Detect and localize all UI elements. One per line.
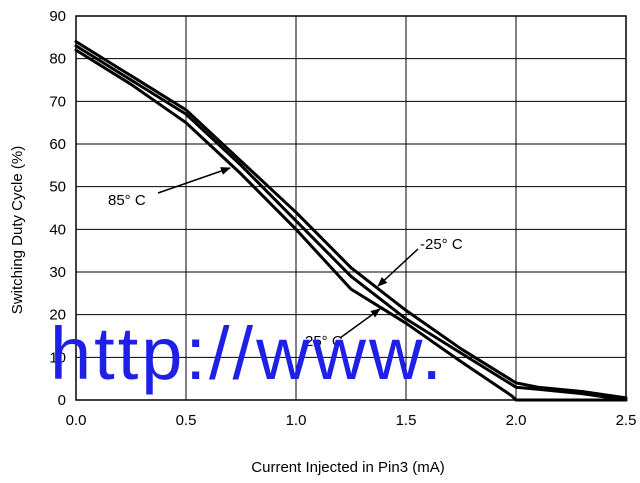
watermark-text: http://www. xyxy=(50,312,445,395)
x-tick-label: 1.5 xyxy=(396,412,417,429)
x-tick-label: 2.5 xyxy=(616,412,637,429)
x-tick-label: 1.0 xyxy=(286,412,307,429)
y-axis-label: Switching Duty Cycle (%) xyxy=(9,146,26,314)
ticks: 0.0 0.5 1.0 1.5 2.0 2.5 0 10 20 30 40 50 60 70 80 90 xyxy=(49,8,636,429)
y-tick-label: 0 xyxy=(58,392,66,409)
annotation-arrow xyxy=(157,167,231,194)
y-tick-label: 60 xyxy=(49,136,66,153)
annotation-label: 25° C xyxy=(305,333,343,350)
annotation-arrow xyxy=(339,308,381,339)
x-axis-label: Current Injected in Pin3 (mA) xyxy=(251,459,444,476)
x-tick-label: 0.5 xyxy=(176,412,197,429)
annotation-arrow xyxy=(377,248,419,287)
y-tick-label: 70 xyxy=(49,93,66,110)
plot-frame xyxy=(75,15,627,401)
y-tick-label: 50 xyxy=(49,179,66,196)
y-tick-label: 20 xyxy=(49,307,66,324)
y-tick-label: 80 xyxy=(49,51,66,68)
curve-25-c xyxy=(74,40,628,400)
annotations: 85° C -25° C 25° C xyxy=(108,167,463,350)
y-tick-label: 40 xyxy=(49,221,66,238)
annotation-label: -25° C xyxy=(420,236,463,253)
grid xyxy=(75,15,627,401)
y-tick-label: 10 xyxy=(49,349,66,366)
y-tick-label: 30 xyxy=(49,264,66,281)
curves xyxy=(74,40,628,402)
x-tick-label: 2.0 xyxy=(506,412,527,429)
y-tick-label: 90 xyxy=(49,8,66,25)
curve-25-c xyxy=(74,44,628,402)
x-tick-label: 0.0 xyxy=(66,412,87,429)
annotation-label: 85° C xyxy=(108,192,146,209)
curve-85-c xyxy=(74,48,628,402)
